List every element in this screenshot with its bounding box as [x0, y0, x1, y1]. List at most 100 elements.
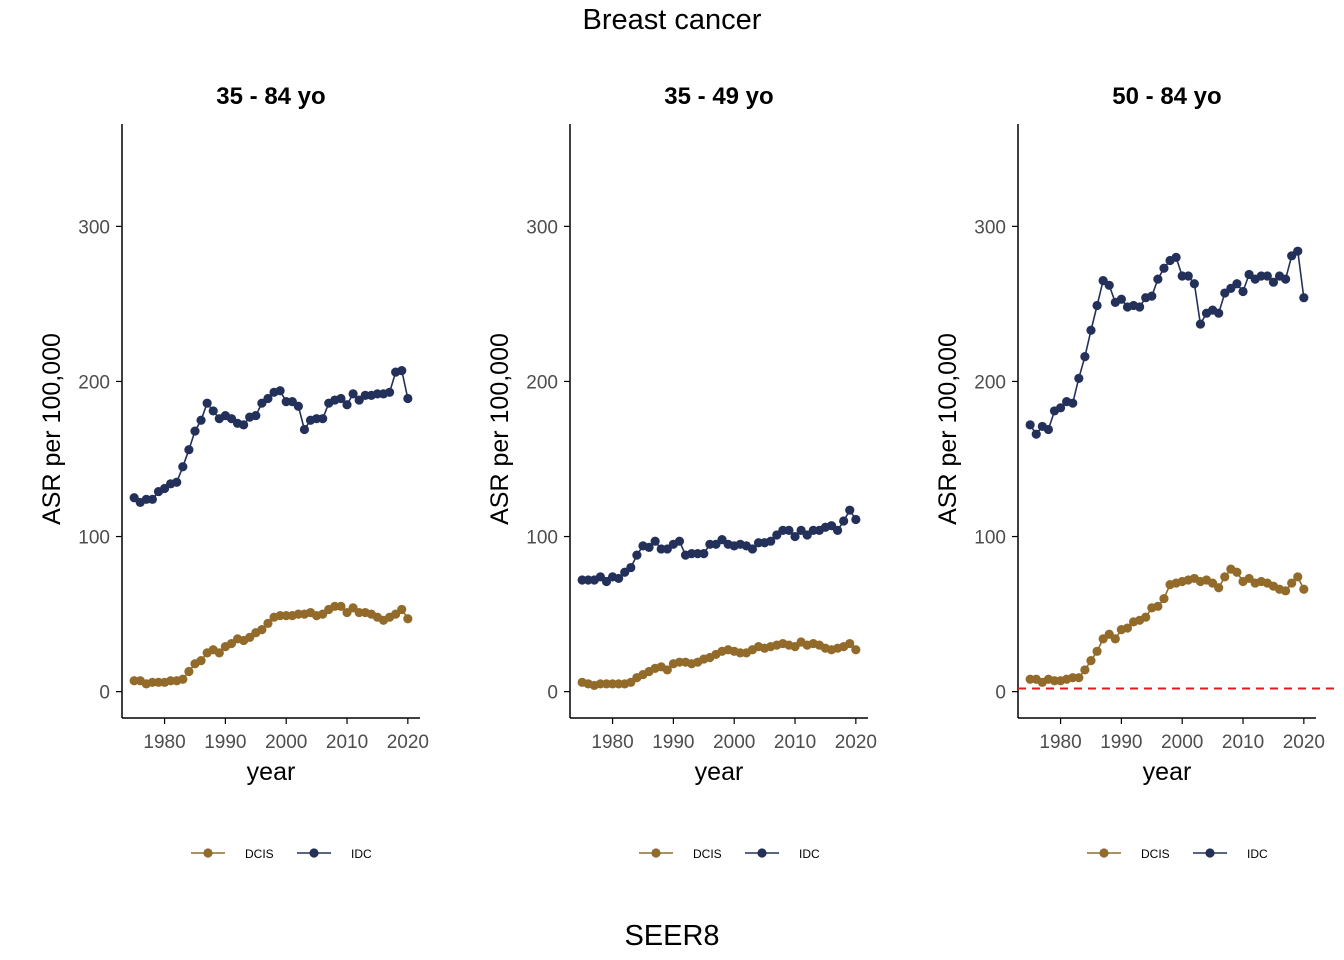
data-point	[699, 549, 709, 559]
legend-label: DCIS	[693, 847, 722, 861]
figure-caption: SEER8	[624, 920, 720, 952]
x-tick-label: 2020	[387, 732, 429, 753]
y-tick-label: 300	[974, 217, 1006, 238]
panel-title: 50 - 84 yo	[1112, 83, 1221, 110]
data-point	[1092, 300, 1102, 311]
y-tick-label: 200	[526, 372, 558, 393]
data-point	[851, 645, 861, 655]
y-tick-label: 300	[526, 217, 558, 238]
data-point	[184, 666, 194, 677]
data-point	[1293, 572, 1303, 582]
series-idc	[1025, 246, 1309, 439]
data-point	[1183, 271, 1193, 281]
data-point	[784, 525, 794, 535]
data-point	[766, 536, 776, 546]
data-point	[662, 665, 672, 675]
x-tick-label: 2020	[1283, 732, 1325, 753]
legend-marker	[309, 848, 319, 858]
data-point	[790, 531, 800, 542]
data-point	[851, 514, 861, 525]
data-point	[1092, 646, 1102, 656]
series-idc	[129, 365, 413, 508]
data-point	[1080, 665, 1090, 675]
y-tick-label: 0	[547, 683, 558, 704]
data-point	[336, 393, 346, 404]
data-point	[336, 601, 346, 611]
data-point	[644, 542, 654, 552]
data-point	[1031, 429, 1041, 439]
data-point	[1074, 373, 1084, 383]
legend-label: DCIS	[1141, 847, 1170, 861]
data-point	[202, 398, 212, 408]
data-point	[1287, 578, 1297, 588]
data-point	[172, 477, 182, 487]
series-dcis	[129, 601, 413, 689]
data-point	[397, 604, 407, 615]
series-dcis	[1025, 564, 1309, 687]
data-point	[1055, 403, 1066, 413]
legend-label: DCIS	[245, 847, 274, 861]
data-point	[1220, 572, 1230, 582]
x-tick-label: 2000	[713, 732, 755, 753]
legend-marker	[757, 848, 767, 858]
data-point	[1195, 319, 1206, 329]
data-point	[1159, 263, 1169, 273]
data-point	[1189, 279, 1199, 289]
data-point	[403, 393, 413, 404]
y-tick-label: 200	[974, 372, 1006, 393]
panel-title: 35 - 84 yo	[216, 83, 325, 110]
data-point	[1025, 420, 1035, 430]
data-point	[1153, 601, 1163, 611]
x-tick-label: 1990	[204, 732, 246, 753]
legend: DCIS IDC	[191, 847, 372, 861]
x-tick-label: 2000	[1161, 732, 1203, 753]
data-point	[196, 656, 206, 666]
y-axis-label: ASR per 100,000	[486, 333, 514, 525]
data-point	[1135, 302, 1145, 312]
data-point	[275, 386, 285, 396]
data-point	[1110, 634, 1120, 644]
data-point	[239, 420, 249, 430]
x-axis-label: year	[247, 758, 296, 786]
y-tick-label: 100	[526, 528, 558, 549]
x-axis-label: year	[1143, 758, 1192, 786]
legend-label: IDC	[351, 847, 372, 861]
x-tick-label: 1980	[1039, 732, 1081, 753]
y-tick-label: 0	[995, 683, 1006, 704]
x-tick-label: 1980	[143, 732, 185, 753]
legend-marker	[1099, 848, 1109, 858]
data-point	[1232, 567, 1242, 577]
panel-title: 35 - 49 yo	[664, 83, 773, 110]
y-axis-label: ASR per 100,000	[38, 333, 66, 525]
data-point	[403, 614, 413, 624]
data-point	[1153, 274, 1163, 284]
data-point	[632, 550, 642, 560]
legend: DCIS IDC	[639, 847, 820, 861]
data-point	[1171, 252, 1181, 262]
data-point	[845, 638, 855, 649]
x-tick-label: 2010	[1222, 732, 1264, 753]
data-point	[208, 406, 218, 416]
x-tick-label: 2010	[774, 732, 816, 753]
data-point	[845, 505, 855, 515]
legend-marker	[651, 848, 661, 858]
data-point	[1116, 294, 1126, 304]
data-point	[147, 494, 158, 504]
data-point	[1043, 424, 1054, 435]
data-point	[1299, 584, 1309, 594]
data-point	[839, 516, 849, 526]
data-point	[1280, 586, 1291, 596]
data-point	[1068, 398, 1078, 408]
y-tick-label: 100	[974, 528, 1006, 549]
x-tick-label: 1990	[652, 732, 694, 753]
series-dcis	[577, 637, 861, 691]
x-tick-label: 1980	[591, 732, 633, 753]
panel-3: 50 - 84 yo 0 100 200 300 1980 1990 2000 2010 2020…	[934, 83, 1334, 861]
data-point	[1280, 274, 1291, 284]
data-point	[1214, 308, 1224, 318]
y-tick-label: 200	[78, 372, 110, 393]
x-tick-label: 1990	[1100, 732, 1142, 753]
legend-marker	[1205, 848, 1215, 858]
